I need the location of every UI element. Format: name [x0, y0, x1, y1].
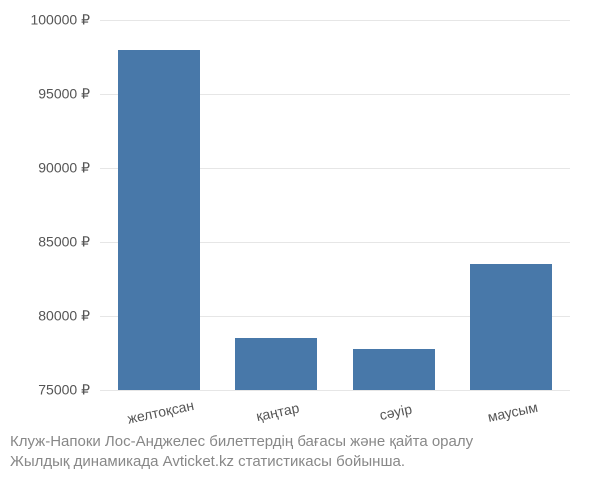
bar [353, 349, 435, 390]
y-tick-label: 100000 ₽ [10, 12, 90, 29]
caption-line-1: Клуж-Напоки Лос-Анджелес билеттердің бағ… [10, 433, 473, 450]
bar [235, 338, 317, 390]
chart-caption: Клуж-Напоки Лос-Анджелес билеттердің бағ… [10, 432, 473, 473]
y-tick-label: 85000 ₽ [10, 234, 90, 251]
x-tick-label: қаңтар [255, 399, 301, 424]
grid-line [100, 20, 570, 21]
bar [118, 50, 200, 390]
plot-area [100, 20, 570, 390]
chart-container: Клуж-Напоки Лос-Анджелес билеттердің бағ… [0, 0, 600, 500]
x-tick-label: желтоқсан [126, 397, 195, 427]
y-tick-label: 90000 ₽ [10, 160, 90, 177]
bar [470, 264, 552, 390]
y-tick-label: 75000 ₽ [10, 382, 90, 399]
x-tick-label: маусым [486, 399, 539, 425]
grid-line [100, 390, 570, 391]
y-tick-label: 95000 ₽ [10, 86, 90, 103]
x-tick-label: сәуір [378, 401, 413, 423]
caption-line-2: Жылдық динамикада Avticket.kz статистика… [10, 453, 405, 470]
y-tick-label: 80000 ₽ [10, 308, 90, 325]
